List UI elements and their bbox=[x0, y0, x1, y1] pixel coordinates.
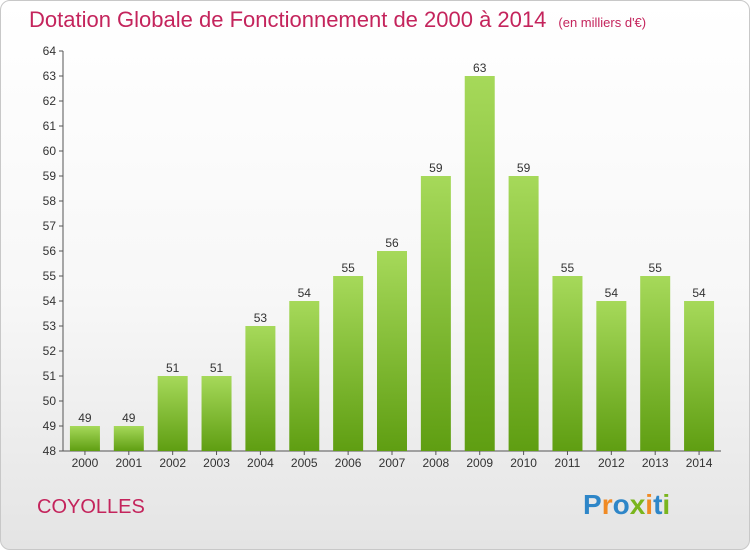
y-tick-label: 55 bbox=[43, 269, 57, 283]
y-tick-label: 62 bbox=[43, 94, 57, 108]
bar-value-label: 51 bbox=[210, 361, 224, 375]
x-tick-label: 2005 bbox=[291, 456, 318, 470]
y-tick-label: 61 bbox=[43, 119, 57, 133]
bar-value-label: 54 bbox=[692, 286, 706, 300]
x-tick-label: 2006 bbox=[335, 456, 362, 470]
bar-2014 bbox=[684, 301, 715, 451]
x-tick-label: 2009 bbox=[466, 456, 493, 470]
bar-2007 bbox=[377, 251, 407, 451]
bar-value-label: 53 bbox=[254, 311, 268, 325]
bar-2011 bbox=[552, 276, 583, 451]
y-tick-label: 58 bbox=[43, 194, 57, 208]
x-tick-label: 2008 bbox=[423, 456, 450, 470]
bar-2013 bbox=[640, 276, 671, 451]
y-tick-label: 48 bbox=[43, 444, 57, 458]
bar-2002 bbox=[157, 376, 188, 451]
bar-value-label: 59 bbox=[429, 161, 443, 175]
x-tick-label: 2002 bbox=[159, 456, 186, 470]
y-tick-label: 54 bbox=[43, 294, 57, 308]
logo-letter: t bbox=[653, 489, 663, 520]
y-tick-label: 49 bbox=[43, 419, 57, 433]
logo-letter: r bbox=[601, 489, 613, 520]
bar-value-label: 51 bbox=[166, 361, 180, 375]
logo-letter: o bbox=[612, 489, 630, 520]
bar-value-label: 54 bbox=[605, 286, 619, 300]
bar-value-label: 55 bbox=[561, 261, 575, 275]
bar-2006 bbox=[333, 276, 364, 451]
bar-2010 bbox=[508, 176, 539, 451]
y-tick-label: 63 bbox=[43, 69, 57, 83]
y-tick-label: 53 bbox=[43, 319, 57, 333]
bar-value-label: 49 bbox=[78, 411, 92, 425]
bar-2008 bbox=[420, 176, 451, 451]
bar-2012 bbox=[596, 301, 627, 451]
bar-value-label: 63 bbox=[473, 61, 487, 75]
bar-value-label: 56 bbox=[385, 236, 399, 250]
y-tick-label: 50 bbox=[43, 394, 57, 408]
y-tick-label: 59 bbox=[43, 169, 57, 183]
bar-value-label: 55 bbox=[341, 261, 355, 275]
logo-letter: i bbox=[662, 489, 671, 520]
y-tick-label: 57 bbox=[43, 219, 57, 233]
bar-value-label: 49 bbox=[122, 411, 136, 425]
y-tick-label: 51 bbox=[43, 369, 57, 383]
x-tick-label: 2000 bbox=[72, 456, 99, 470]
y-tick-label: 60 bbox=[43, 144, 57, 158]
title-text: Dotation Globale de Fonctionnement de 20… bbox=[29, 7, 547, 32]
y-tick-label: 56 bbox=[43, 244, 57, 258]
unit-label: (en milliers d'€) bbox=[558, 15, 647, 30]
x-tick-label: 2013 bbox=[642, 456, 669, 470]
bar-value-label: 55 bbox=[649, 261, 663, 275]
x-tick-label: 2004 bbox=[247, 456, 274, 470]
x-tick-label: 2001 bbox=[115, 456, 142, 470]
x-tick-label: 2003 bbox=[203, 456, 230, 470]
bar-value-label: 59 bbox=[517, 161, 531, 175]
bar-2000 bbox=[69, 426, 100, 451]
logo-letter: P bbox=[583, 489, 602, 520]
bar-2009 bbox=[464, 76, 495, 451]
bar-2005 bbox=[289, 301, 320, 451]
logo-letter: i bbox=[645, 489, 654, 520]
bars: 49 49 51 51 53 54 55 56 59 63 59 55 54 55 54 bbox=[69, 61, 715, 451]
proxiti-logo: Proxiti bbox=[583, 489, 670, 521]
bar-2004 bbox=[245, 326, 276, 451]
x-tick-label: 2012 bbox=[598, 456, 625, 470]
logo-letter: x bbox=[629, 489, 646, 520]
chart-title: Dotation Globale de Fonctionnement de 20… bbox=[29, 7, 646, 33]
y-tick-label: 52 bbox=[43, 344, 57, 358]
y-tick-label: 64 bbox=[43, 44, 57, 58]
bar-2001 bbox=[113, 426, 144, 451]
city-name: COYOLLES bbox=[37, 496, 145, 518]
axes: 48 49 50 51 52 53 54 55 56 57 58 59 60 61 62 63 64 2000 20… bbox=[43, 44, 721, 470]
bar-2003 bbox=[201, 376, 232, 451]
x-tick-label: 2010 bbox=[510, 456, 537, 470]
x-tick-label: 2007 bbox=[379, 456, 406, 470]
x-tick-label: 2011 bbox=[555, 456, 581, 470]
x-tick-label: 2014 bbox=[686, 456, 713, 470]
bar-value-label: 54 bbox=[298, 286, 312, 300]
